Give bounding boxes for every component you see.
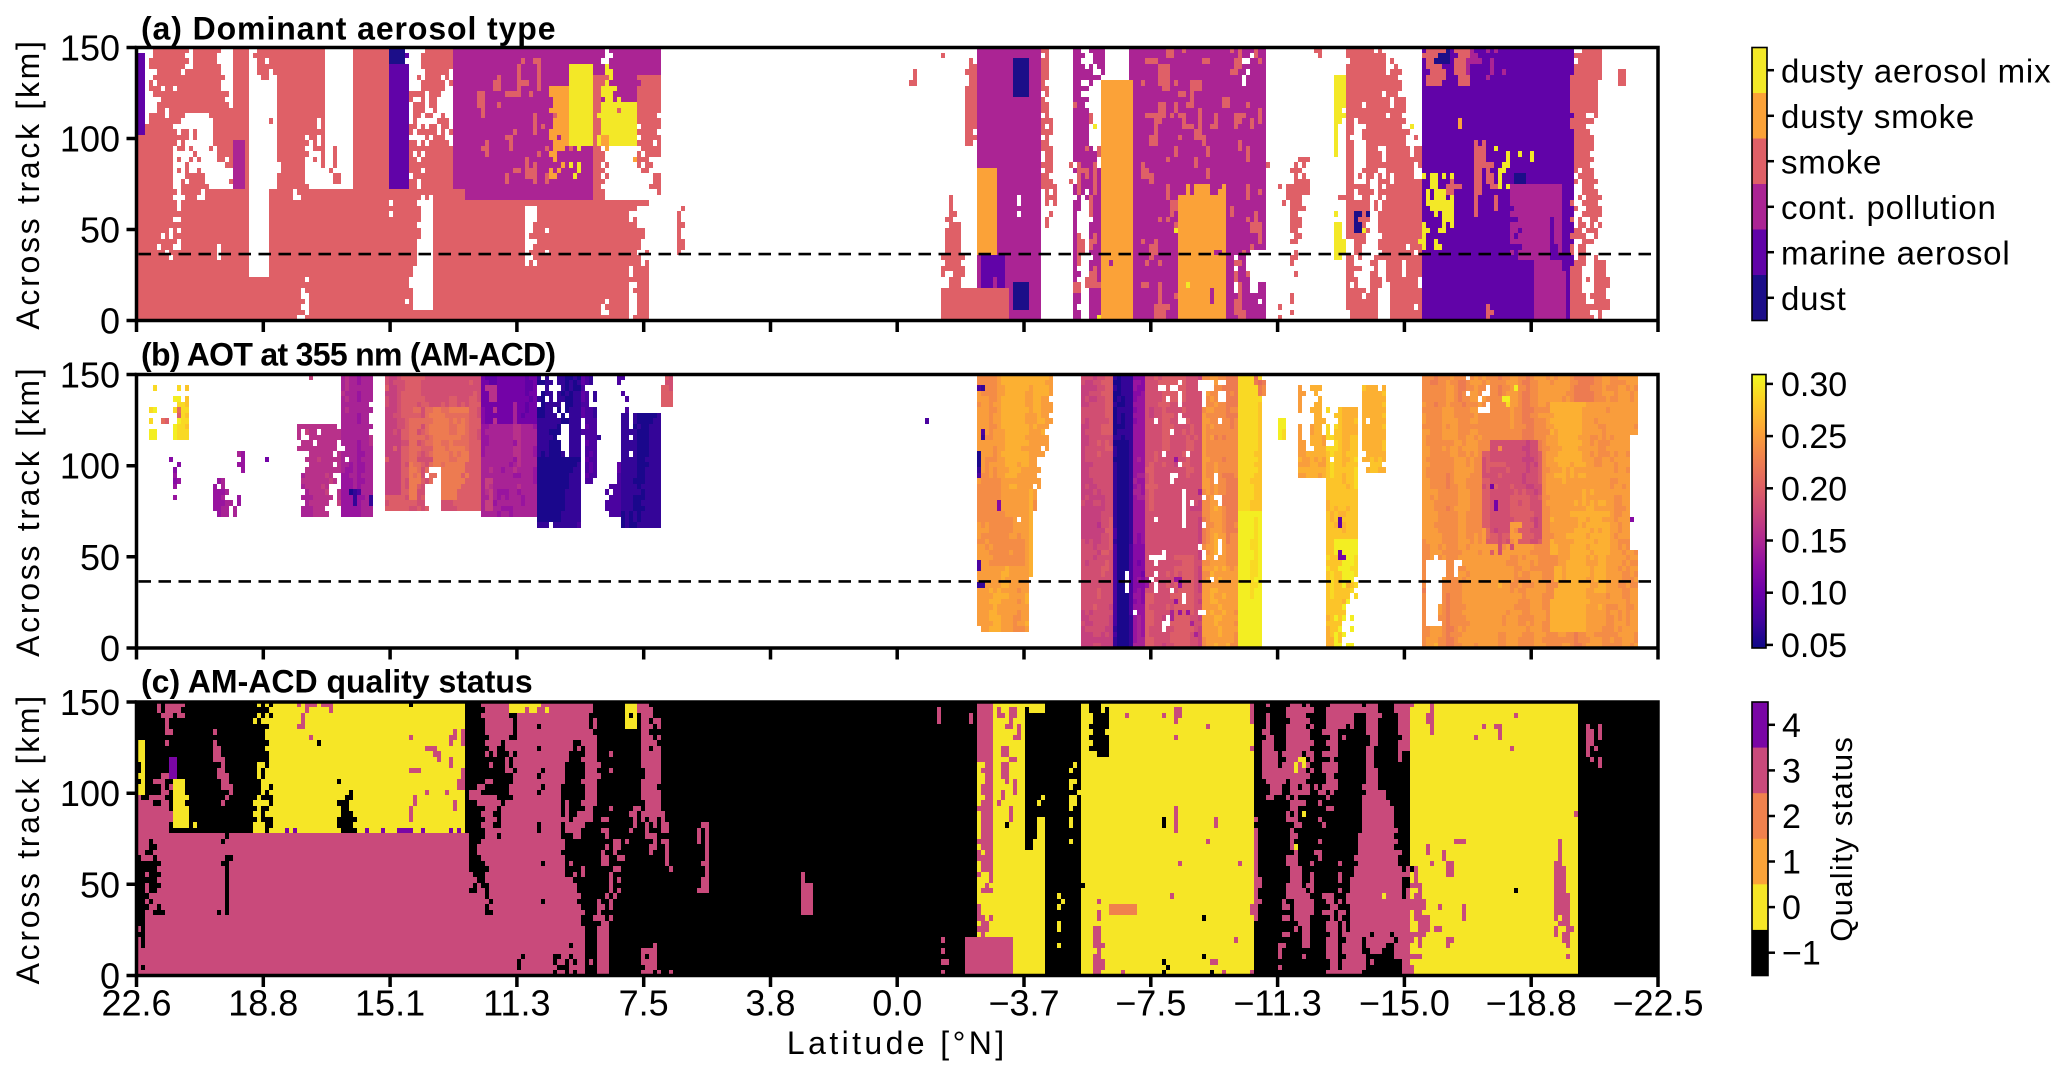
svg-text:150: 150 bbox=[60, 28, 120, 69]
svg-text:150: 150 bbox=[60, 682, 120, 723]
svg-text:11.3: 11.3 bbox=[483, 983, 550, 1024]
svg-text:18.8: 18.8 bbox=[228, 983, 298, 1024]
svg-text:4: 4 bbox=[1782, 707, 1801, 745]
svg-text:dusty aerosol mix: dusty aerosol mix bbox=[1781, 52, 2051, 89]
svg-text:0: 0 bbox=[100, 301, 120, 342]
svg-text:marine aerosol: marine aerosol bbox=[1781, 234, 2010, 271]
svg-text:smoke: smoke bbox=[1781, 143, 1882, 180]
svg-text:100: 100 bbox=[60, 773, 120, 814]
svg-text:(b) AOT at 355 nm (AM-ACD): (b) AOT at 355 nm (AM-ACD) bbox=[141, 337, 555, 373]
svg-text:15.1: 15.1 bbox=[355, 983, 425, 1024]
svg-text:22.6: 22.6 bbox=[101, 983, 171, 1024]
svg-text:−15.0: −15.0 bbox=[1359, 983, 1450, 1024]
svg-text:100: 100 bbox=[60, 446, 120, 487]
svg-text:0.05: 0.05 bbox=[1781, 627, 1847, 665]
svg-text:50: 50 bbox=[80, 537, 120, 578]
svg-text:−7.5: −7.5 bbox=[1115, 983, 1186, 1024]
svg-text:−22.5: −22.5 bbox=[1612, 983, 1703, 1024]
svg-text:dusty smoke: dusty smoke bbox=[1781, 98, 1975, 135]
svg-text:50: 50 bbox=[80, 210, 120, 251]
svg-text:3: 3 bbox=[1782, 752, 1801, 790]
svg-text:Across track [km]: Across track [km] bbox=[10, 693, 46, 984]
svg-text:0.10: 0.10 bbox=[1781, 575, 1847, 613]
svg-text:0.20: 0.20 bbox=[1781, 470, 1847, 508]
svg-text:−11.3: −11.3 bbox=[1233, 983, 1321, 1024]
svg-text:−3.7: −3.7 bbox=[989, 983, 1060, 1024]
svg-text:2: 2 bbox=[1782, 798, 1801, 836]
svg-text:0: 0 bbox=[1782, 889, 1801, 927]
svg-text:0.15: 0.15 bbox=[1781, 522, 1847, 560]
svg-text:−18.8: −18.8 bbox=[1486, 983, 1577, 1024]
svg-text:dust: dust bbox=[1781, 280, 1847, 317]
svg-text:7.5: 7.5 bbox=[619, 983, 669, 1024]
svg-text:0.30: 0.30 bbox=[1781, 366, 1847, 404]
svg-text:0.25: 0.25 bbox=[1781, 418, 1847, 456]
svg-text:150: 150 bbox=[60, 355, 120, 396]
svg-text:3.8: 3.8 bbox=[745, 983, 795, 1024]
svg-text:−1: −1 bbox=[1782, 935, 1821, 973]
svg-text:0: 0 bbox=[100, 628, 120, 669]
svg-text:0.0: 0.0 bbox=[872, 983, 922, 1024]
svg-text:cont. pollution: cont. pollution bbox=[1781, 189, 1997, 226]
svg-text:(c) AM-ACD quality status: (c) AM-ACD quality status bbox=[141, 664, 533, 700]
svg-text:1: 1 bbox=[1782, 844, 1801, 882]
svg-text:Across track [km]: Across track [km] bbox=[10, 366, 46, 657]
svg-text:Across track [km]: Across track [km] bbox=[10, 38, 46, 329]
svg-text:50: 50 bbox=[80, 864, 120, 905]
svg-text:Quality status: Quality status bbox=[1824, 736, 1859, 942]
svg-text:0: 0 bbox=[100, 956, 120, 997]
svg-text:(a) Dominant aerosol type: (a) Dominant aerosol type bbox=[141, 11, 556, 47]
svg-text:100: 100 bbox=[60, 119, 120, 160]
svg-text:Latitude [°N]: Latitude [°N] bbox=[787, 1025, 1008, 1061]
